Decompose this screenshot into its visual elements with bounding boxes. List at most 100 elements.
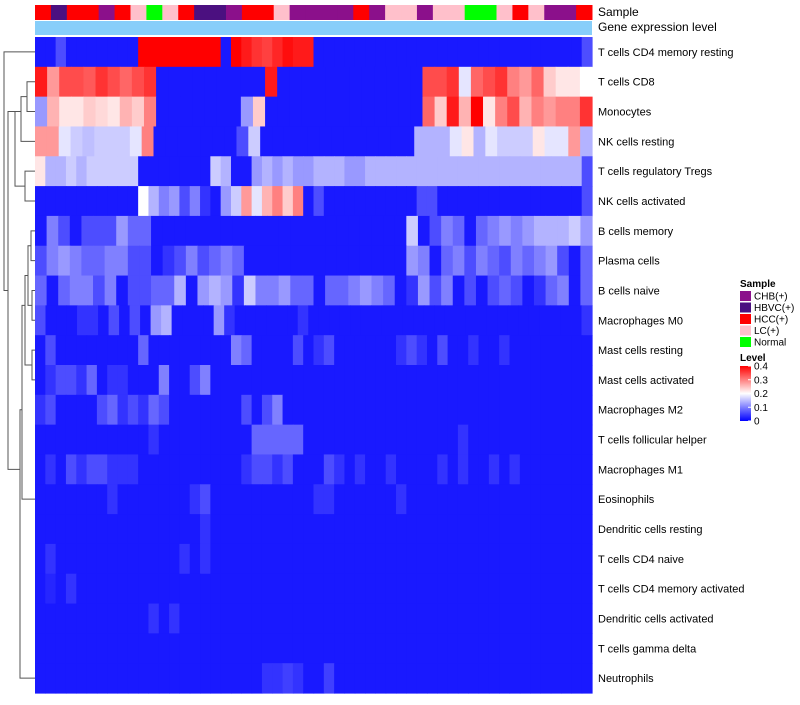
heatmap-cell	[485, 126, 498, 157]
heatmap-cell	[334, 156, 346, 187]
heatmap-cell	[234, 305, 246, 336]
heatmap-cell	[220, 603, 232, 634]
heatmap-cell	[35, 484, 46, 515]
heatmap-cell	[313, 573, 325, 605]
dendrogram-link	[21, 304, 35, 500]
heatmap-cell	[336, 245, 349, 277]
heatmap-cell	[447, 663, 459, 694]
sample-annotation-cell	[512, 5, 529, 20]
heatmap-cell	[303, 394, 315, 426]
heatmap-cell	[138, 156, 150, 187]
heatmap-cell	[381, 305, 393, 336]
heatmap-cell	[96, 573, 108, 605]
heatmap-cell	[396, 514, 407, 545]
heatmap-cell	[150, 305, 162, 336]
heatmap-cell	[437, 454, 449, 485]
dendrogram-link	[3, 51, 35, 291]
heatmap-cell	[580, 126, 593, 157]
heatmap-cell	[519, 663, 531, 694]
heatmap-cell	[47, 96, 60, 128]
heatmap-cell	[261, 484, 273, 515]
heatmap-cell	[561, 424, 572, 456]
heatmap-cell	[282, 603, 294, 634]
heatmap-cell	[200, 603, 211, 634]
heatmap-cell	[45, 186, 57, 217]
heatmap-cell	[555, 66, 569, 98]
heatmap-cell	[375, 394, 387, 426]
heatmap-cell	[375, 484, 387, 515]
heatmap-cell	[200, 394, 211, 426]
heatmap-cell	[127, 365, 139, 396]
heatmap-cell	[550, 424, 562, 456]
heatmap-cell	[220, 365, 232, 396]
heatmap-cell	[499, 215, 512, 247]
sample-legend-swatch	[740, 314, 751, 324]
heatmap-cell	[241, 394, 253, 426]
heatmap-cell	[210, 484, 222, 515]
heatmap-cell	[571, 156, 583, 187]
heatmap-cell	[519, 484, 531, 515]
heatmap-cell	[488, 37, 500, 68]
heatmap-cell	[457, 37, 469, 68]
heatmap-cell	[509, 543, 521, 575]
heatmap-cell	[426, 156, 438, 187]
heatmap-cell	[83, 96, 97, 128]
heatmap-cell	[107, 365, 119, 396]
heatmap-cell	[507, 305, 520, 336]
heatmap-cell	[533, 215, 547, 247]
heatmap-cell	[426, 603, 438, 634]
heatmap-cell	[45, 305, 57, 336]
heatmap-cell	[313, 514, 325, 545]
heatmap-cell	[272, 186, 284, 217]
heatmap-cell	[127, 245, 141, 277]
heatmap-cell	[416, 663, 428, 694]
heatmap-cell	[375, 186, 387, 217]
heatmap-cell	[158, 633, 170, 664]
heatmap-cell	[473, 126, 486, 157]
sample-annotation-cell	[146, 5, 163, 20]
heatmap-cell	[406, 335, 418, 366]
heatmap-cell	[308, 305, 320, 336]
heatmap-cell	[354, 424, 366, 456]
heatmap-cell	[138, 454, 150, 485]
heatmap-cell	[138, 633, 150, 664]
heatmap-cell	[374, 96, 387, 128]
heatmap-cell	[107, 156, 119, 187]
heatmap-cell	[76, 543, 88, 575]
heatmap-cell	[261, 365, 273, 396]
heatmap-cell	[406, 37, 418, 68]
level-legend-title: Level	[740, 353, 766, 364]
heatmap-cell	[344, 484, 356, 515]
heatmap-cell	[151, 275, 164, 306]
heatmap-cell	[488, 335, 500, 366]
heatmap-cell	[169, 514, 180, 545]
heatmap-cell	[334, 394, 346, 426]
heatmap-cell	[375, 365, 387, 396]
heatmap-cell	[495, 66, 508, 98]
heatmap-cell	[127, 275, 141, 306]
heatmap-cell	[457, 335, 469, 366]
heatmap-cell	[416, 37, 428, 68]
heatmap-cell	[528, 305, 541, 336]
heatmap-cell	[416, 633, 428, 664]
heatmap-cell	[127, 37, 139, 68]
heatmap-cell	[272, 335, 284, 366]
heatmap-cell	[519, 394, 531, 426]
heatmap-cell	[210, 454, 222, 485]
heatmap-cell	[392, 305, 404, 336]
heatmap-cell	[117, 126, 131, 157]
heatmap-cell	[457, 514, 469, 545]
sample-annotation-cell	[432, 5, 450, 20]
heatmap-cell	[406, 454, 418, 485]
heatmap-cell	[104, 245, 117, 277]
sample-annotation-cell	[448, 5, 466, 20]
heatmap-cell	[334, 365, 346, 396]
heatmap-cell	[35, 186, 46, 217]
heatmap-cell	[509, 335, 521, 366]
heatmap-cell	[127, 186, 139, 217]
heatmap-cell	[272, 633, 284, 664]
sample-annotation-cell	[576, 5, 593, 20]
heatmap-cell	[499, 365, 511, 396]
heatmap-cell	[292, 663, 304, 694]
heatmap-cell	[365, 424, 376, 456]
